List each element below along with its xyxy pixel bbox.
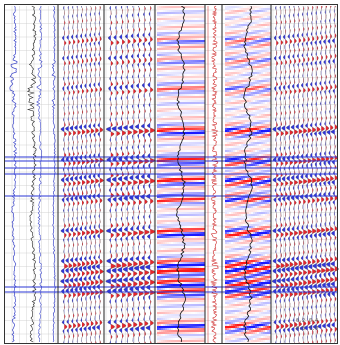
wiggle-fill-negative [134, 6, 139, 343]
horizon-markers[interactable] [5, 156, 338, 293]
wiggle-fill-negative [87, 6, 91, 343]
wiggle-fill-positive [321, 6, 326, 343]
wiggle-fill-negative [82, 6, 87, 343]
wiggle-fill-positive [82, 6, 86, 343]
wiggle-fill-negative [111, 6, 117, 343]
wiggle-fill-negative [78, 6, 82, 343]
wiggle-fill-negative [312, 6, 317, 343]
wiggle-fill-positive [133, 6, 138, 343]
scale-label-2: 0.4 [309, 318, 318, 324]
wiggle-fill-negative [330, 6, 335, 343]
density-layer [157, 6, 271, 343]
wiggle-fill-positive [86, 6, 90, 343]
seismic-density-panel-1 [157, 6, 205, 343]
seismic-density-panel-2 [225, 6, 271, 343]
seismic-wiggle-panel-3 [271, 5, 339, 344]
wiggle-fill-positive [330, 6, 335, 343]
wiggle-fill-negative [286, 6, 290, 343]
seismic-wiggle-panel-2 [105, 5, 156, 344]
wiggle-fill-positive [95, 6, 100, 343]
scale-readout: 0.2 0.4 0.6 1.0 [296, 318, 318, 332]
wiggle-fill-positive [150, 6, 156, 343]
wiggle-fill-negative [69, 6, 74, 343]
wiggle-fill-negative [123, 6, 128, 343]
wiggle-fill-positive [68, 6, 73, 343]
wiggle-fill-positive [144, 6, 150, 343]
wiggle-fill-positive [127, 6, 132, 343]
seismic-wiggle-panel-1 [60, 5, 104, 344]
wiggle-fill-positive [298, 6, 303, 343]
scale-label-4: 1.0 [309, 326, 318, 332]
wiggle-fill-positive [138, 6, 144, 343]
wiggle-fill-negative [276, 6, 281, 343]
track-dividers [57, 5, 272, 343]
wiggle-fill-negative [299, 6, 304, 343]
wiggle-fill-negative [64, 6, 69, 343]
plot-frame [4, 4, 338, 344]
wiggle-fill-positive [90, 6, 95, 343]
wiggle-fill-negative [60, 6, 65, 343]
red-trace-curve [210, 5, 219, 344]
wiggle-fill-positive [294, 6, 298, 343]
wiggle-fill-negative [281, 6, 286, 343]
wiggle-fill-negative [74, 6, 78, 343]
wiggle-fill-negative [139, 6, 145, 343]
wiggle-fill-positive [307, 6, 312, 343]
wiggle-fill-negative [290, 6, 295, 343]
scale-label-1: 0.2 [296, 318, 305, 324]
wiggle-fill-negative [96, 6, 100, 343]
wiggle-fill-positive [303, 6, 308, 343]
wiggle-fill-negative [294, 6, 299, 343]
wiggle-fill-negative [105, 6, 111, 343]
wiggle-fill-negative [128, 6, 134, 343]
wiggle-fill-negative [308, 6, 313, 343]
wiggle-fill-positive [116, 6, 122, 343]
wiggle-fill-positive [334, 6, 339, 343]
wiggle-fill-positive [325, 6, 330, 343]
wiggle-fill-positive [312, 6, 317, 343]
wiggle-fill-negative [272, 6, 277, 343]
wiggle-fill-positive [99, 6, 104, 343]
wiggle-fill-negative [317, 6, 322, 343]
scale-label-3: 0.6 [296, 326, 305, 332]
wiggle-fill-negative [303, 6, 308, 343]
wiggle-fill-negative [117, 6, 123, 343]
